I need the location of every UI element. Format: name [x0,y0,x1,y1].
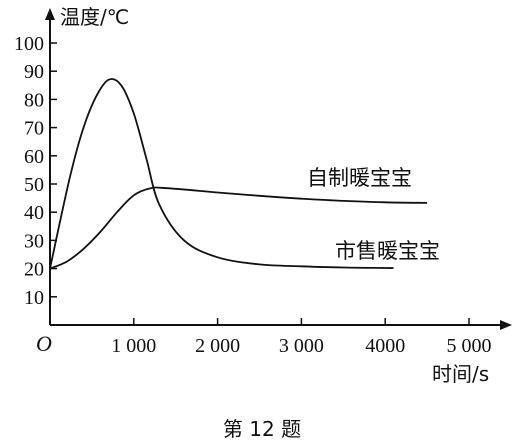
series-label-1: 市售暖宝宝 [335,239,440,263]
y-tick-label: 80 [24,89,44,111]
labels-layer: 温度/℃ 时间/s O 第 12 题 [36,5,489,441]
x-axis-label: 时间/s [432,362,489,386]
y-tick-label: 90 [24,61,44,83]
y-axis-label: 温度/℃ [60,5,129,29]
y-tick-label: 60 [24,146,44,168]
x-tick-label: 1 000 [111,335,156,357]
series-line-1 [49,78,394,269]
figure-caption: 第 12 题 [223,417,301,441]
series-layer: 市售暖宝宝 自制暖宝宝 [49,78,440,270]
y-tick-label: 70 [24,118,44,140]
axes [45,8,512,330]
y-tick-label: 50 [24,174,44,196]
y-tick-label: 30 [24,230,44,252]
x-tick-label: 4000 [365,335,405,357]
x-axis-arrow [500,320,512,330]
series-line-2 [49,186,428,270]
y-axis-arrow [45,8,55,20]
x-tick-label: 5 000 [447,335,492,357]
x-tick-label: 2 000 [195,335,240,357]
tick-layer: 10 20 30 40 50 60 70 80 90 100 1 000 2 000 3 000 4000… [14,33,492,357]
y-tick-label: 40 [24,202,44,224]
y-tick-label: 20 [24,259,44,281]
y-tick-label: 10 [24,287,44,309]
series-label-2: 自制暖宝宝 [307,166,412,190]
x-tick-label: 3 000 [279,335,324,357]
origin-label: O [36,331,52,356]
y-tick-label: 100 [14,33,44,55]
